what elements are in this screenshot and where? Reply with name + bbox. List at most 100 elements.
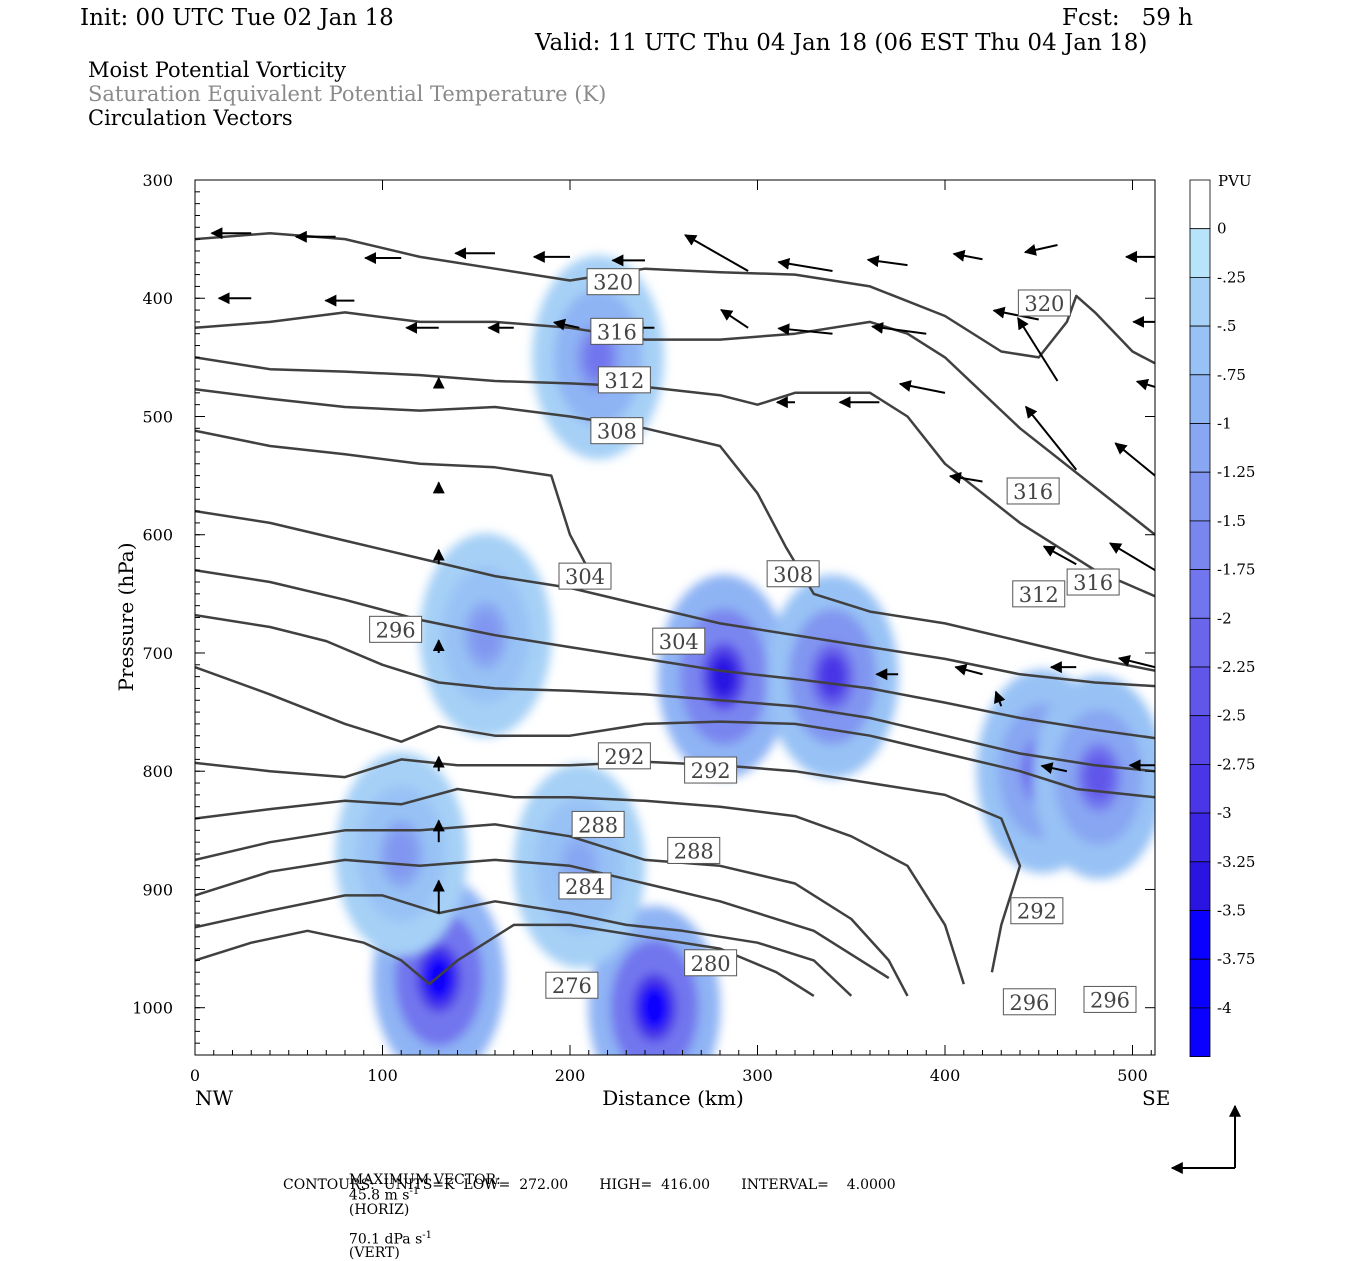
forecast-hour: Fcst: 59 h xyxy=(1062,5,1193,31)
colorbar-swatch xyxy=(1189,1007,1211,1058)
contour-label-box xyxy=(597,742,651,770)
contour-label: 280 xyxy=(691,952,731,976)
unit-exponent-horiz: -1 xyxy=(409,1186,420,1197)
y-tick-label: 400 xyxy=(142,289,173,308)
contour-label: 308 xyxy=(773,563,813,587)
contour-label: 316 xyxy=(597,320,637,344)
circulation-vector xyxy=(777,323,833,336)
pv-shade-core xyxy=(640,985,669,1030)
y-tick-label: 1000 xyxy=(132,999,173,1018)
colorbar-level-label: -.75 xyxy=(1217,366,1246,384)
y-tick-label: 900 xyxy=(142,880,173,899)
vert-tag: (VERT) xyxy=(348,1245,400,1261)
valid-time: Valid: 11 UTC Thu 04 Jan 18 (06 EST Thu … xyxy=(535,30,1148,56)
theta-es-contour xyxy=(195,894,853,997)
colorbar-swatch xyxy=(1189,617,1211,668)
contour-label: 292 xyxy=(691,759,731,783)
circulation-vector xyxy=(720,308,749,329)
colorbar-level-label: -2 xyxy=(1217,609,1232,627)
colorbar-level-label: -3.5 xyxy=(1217,902,1246,920)
circulation-vector xyxy=(1135,378,1155,391)
x-tick-label: 100 xyxy=(367,1066,398,1085)
contour-label-box xyxy=(545,971,599,999)
pv-shade-core xyxy=(387,831,416,876)
circulation-vector xyxy=(1108,542,1155,572)
colorbar-level-label: -1.5 xyxy=(1217,512,1246,530)
colorbar-swatch xyxy=(1189,471,1211,522)
colorbar-swatch xyxy=(1189,325,1211,376)
colorbar-swatch xyxy=(1189,910,1211,960)
cross-section-chart: 320 316 312 308 304 304 296 308 292 292 288 288 284 2… xyxy=(114,171,1255,1174)
circulation-vector xyxy=(1114,442,1155,477)
contour-info: CONTOURS: UNITS=K LOW= 272.00 HIGH= 416.… xyxy=(283,1177,896,1193)
contour-label-box xyxy=(1010,897,1064,925)
circulation-vector xyxy=(992,306,1039,321)
max-vector-line: MAXIMUM VECTOR: 45.8 m s-1 (HORIZ) 70.1 … xyxy=(340,1159,501,1260)
colorbar-swatch xyxy=(1189,666,1211,717)
x-end-label-se: SE xyxy=(1142,1086,1170,1110)
contour-label-box xyxy=(1066,568,1120,596)
contour-label: 288 xyxy=(674,839,714,863)
contour-label: 316 xyxy=(1073,571,1113,595)
colorbar-swatch xyxy=(1189,861,1211,911)
contour-label: 288 xyxy=(578,813,618,837)
pv-shade-core xyxy=(818,654,847,699)
x-axis-label: Distance (km) xyxy=(602,1086,744,1110)
colorbar-level-label: -.25 xyxy=(1217,268,1246,286)
circulation-vector xyxy=(684,234,749,272)
colorbar-level-label: -3 xyxy=(1217,804,1232,822)
contour-label: 316 xyxy=(1013,480,1053,504)
theta-es-contour xyxy=(195,568,1155,740)
colorbar-swatch xyxy=(1189,228,1211,278)
contour-label: 284 xyxy=(565,875,605,899)
theta-es-contour xyxy=(195,509,1155,688)
circulation-vector xyxy=(1040,762,1068,774)
circulation-vector xyxy=(1023,244,1058,256)
unit-exponent-vert: -1 xyxy=(422,1229,433,1241)
circulation-vector xyxy=(1025,405,1078,471)
theta-es-contour xyxy=(195,388,1155,672)
x-tick-label: 300 xyxy=(742,1066,773,1085)
circulation-vector xyxy=(1017,316,1059,382)
y-tick-label: 300 xyxy=(142,171,173,190)
theta-es-contour xyxy=(195,429,590,571)
circulation-vector xyxy=(1117,654,1155,669)
init-time: Init: 00 UTC Tue 02 Jan 18 xyxy=(80,5,394,31)
theta-es-contour xyxy=(195,356,1155,598)
contour-label: 304 xyxy=(659,630,699,654)
x-tick-label: 0 xyxy=(190,1066,200,1085)
pv-shade-core xyxy=(471,613,500,658)
contour-label-box xyxy=(1017,289,1071,317)
contour-label: 292 xyxy=(1017,900,1057,924)
x-tick-label: 200 xyxy=(555,1066,586,1085)
field-title-mpv: Moist Potential Vorticity xyxy=(88,58,346,82)
contour-label: 320 xyxy=(1024,292,1064,316)
circulation-vector xyxy=(898,380,946,394)
colorbar-swatch xyxy=(1189,569,1211,619)
colorbar-level-label: -3.25 xyxy=(1217,853,1255,871)
theta-es-contour xyxy=(195,858,890,980)
contour-label-box xyxy=(590,317,644,345)
circulation-vector xyxy=(954,664,983,676)
theta-es-contour xyxy=(195,758,1022,973)
pv-shade-core xyxy=(709,654,738,699)
contour-label: 276 xyxy=(552,974,592,998)
contour-label-box xyxy=(1006,477,1060,505)
contour-label-box xyxy=(684,949,738,977)
y-tick-label: 600 xyxy=(142,526,173,545)
y-axis-label: Pressure (hPa) xyxy=(114,543,138,692)
theta-es-contour xyxy=(195,787,965,985)
colorbar-swatch xyxy=(1189,715,1211,765)
colorbar-level-label: -3.75 xyxy=(1217,950,1255,968)
contour-label: 292 xyxy=(604,745,644,769)
y-tick-label: 700 xyxy=(142,644,173,663)
x-tick-label: 500 xyxy=(1117,1066,1148,1085)
contour-label-box xyxy=(597,366,651,394)
colorbar-level-label: -2.25 xyxy=(1217,658,1255,676)
contour-label: 308 xyxy=(597,420,637,444)
contour-label: 312 xyxy=(604,369,644,393)
colorbar-title: PVU xyxy=(1218,172,1252,190)
x-end-label-nw: NW xyxy=(195,1086,234,1110)
circulation-vector xyxy=(994,690,1006,707)
contour-label-box xyxy=(369,615,423,643)
